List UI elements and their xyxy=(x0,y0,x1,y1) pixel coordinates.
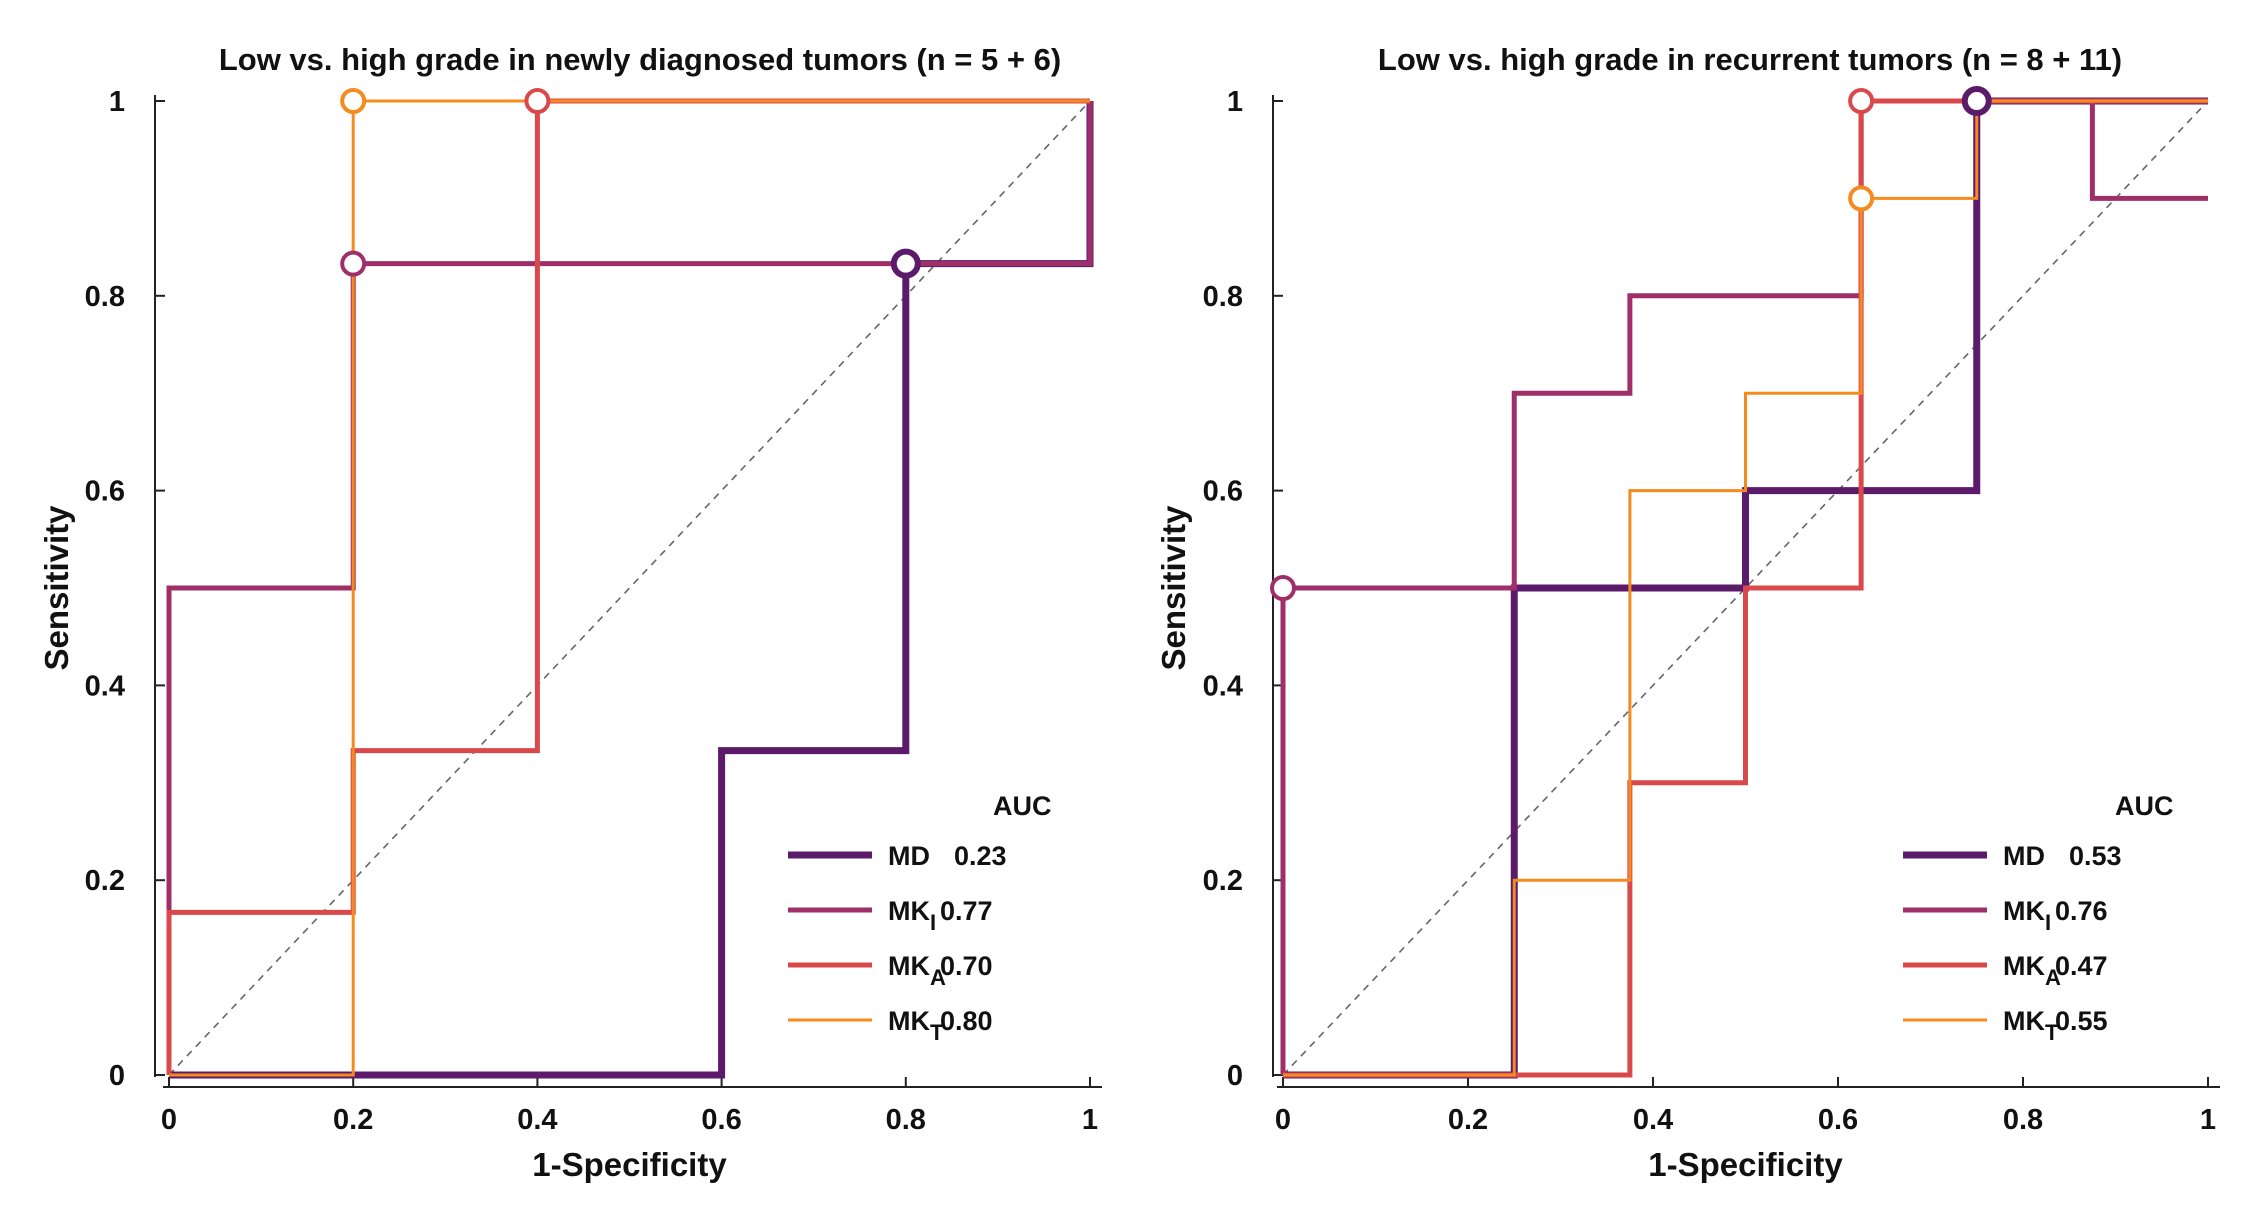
legend-auc-md: 0.53 xyxy=(2069,841,2122,871)
legend-label-md: MD xyxy=(888,841,930,871)
legend-auc-md: 0.23 xyxy=(954,841,1007,871)
x-tick-label: 0.4 xyxy=(1633,1104,1673,1136)
x-axis-label: 1-Specificity xyxy=(1648,1146,1843,1183)
legend-auc-mkt: 0.80 xyxy=(940,1006,993,1036)
y-tick-label: 0.2 xyxy=(1203,865,1243,897)
y-tick-label: 0.8 xyxy=(1203,281,1243,313)
legend-auc-mka: 0.70 xyxy=(940,951,993,981)
y-tick-label: 0.6 xyxy=(1203,476,1243,508)
x-tick-label: 0.8 xyxy=(2003,1104,2043,1136)
roc-line-mkt xyxy=(169,99,1090,1077)
x-tick-label: 0.4 xyxy=(517,1104,557,1136)
y-tick-label: 0.8 xyxy=(85,281,125,313)
y-tick-label: 1 xyxy=(1227,86,1243,118)
operating-point-mki xyxy=(340,250,367,277)
chart-title: Low vs. high grade in newly diagnosed tu… xyxy=(219,42,1061,77)
y-tick-label: 0 xyxy=(1227,1060,1243,1092)
x-tick-label: 0.2 xyxy=(333,1104,373,1136)
x-tick-label: 0 xyxy=(161,1104,177,1136)
legend-label-mkt: MKT xyxy=(888,1006,944,1045)
y-tick-label: 0.4 xyxy=(85,670,125,702)
legend-auc-mkt: 0.55 xyxy=(2055,1006,2108,1036)
operating-point-mka xyxy=(524,88,551,114)
roc-line-mkt xyxy=(1283,99,2208,1077)
x-tick-label: 1 xyxy=(2200,1104,2216,1136)
x-tick-label: 0.6 xyxy=(701,1104,741,1136)
y-tick-label: 1 xyxy=(109,86,125,118)
legend-label-mka: MKA xyxy=(2003,951,2061,990)
x-tick-label: 0 xyxy=(1275,1104,1291,1136)
legend-label-md: MD xyxy=(2003,841,2045,871)
operating-point-mkt xyxy=(340,88,367,114)
legend-label-mki: MKI xyxy=(888,896,936,935)
legend-header: AUC xyxy=(2115,791,2174,821)
x-tick-label: 0.8 xyxy=(886,1104,926,1136)
chart-recurrent: Low vs. high grade in recurrent tumors (… xyxy=(1155,42,2220,1183)
legend-label-mki: MKI xyxy=(2003,896,2051,935)
operating-point-md xyxy=(890,248,921,279)
operating-point-mkt xyxy=(1848,185,1875,212)
y-axis-label: Sensitivity xyxy=(1155,505,1192,671)
legend-auc-mki: 0.77 xyxy=(940,896,993,926)
y-axis-label: Sensitivity xyxy=(38,505,75,671)
y-tick-label: 0.2 xyxy=(85,865,125,897)
legend-auc-mka: 0.47 xyxy=(2055,951,2108,981)
legend-label-mkt: MKT xyxy=(2003,1006,2059,1045)
y-tick-label: 0 xyxy=(109,1060,125,1092)
y-tick-label: 0.4 xyxy=(1203,670,1243,702)
operating-point-mki xyxy=(1270,575,1296,601)
roc-line-mki xyxy=(1280,98,2208,1075)
x-tick-label: 0.6 xyxy=(1818,1104,1858,1136)
operating-point-mka xyxy=(1848,88,1875,114)
legend-label-mka: MKA xyxy=(888,951,946,990)
roc-line-mka xyxy=(1283,98,2208,1078)
chart-newly-diagnosed: Low vs. high grade in newly diagnosed tu… xyxy=(38,42,1102,1183)
x-tick-label: 1 xyxy=(1082,1104,1098,1136)
y-tick-label: 0.6 xyxy=(85,476,125,508)
operating-point-md xyxy=(1961,86,1992,116)
x-tick-label: 0.2 xyxy=(1448,1104,1488,1136)
chart-title: Low vs. high grade in recurrent tumors (… xyxy=(1378,42,2122,77)
legend-header: AUC xyxy=(993,791,1052,821)
legend-auc-mki: 0.76 xyxy=(2055,896,2108,926)
reference-diagonal xyxy=(1282,100,2209,1076)
x-axis-label: 1-Specificity xyxy=(532,1146,727,1183)
